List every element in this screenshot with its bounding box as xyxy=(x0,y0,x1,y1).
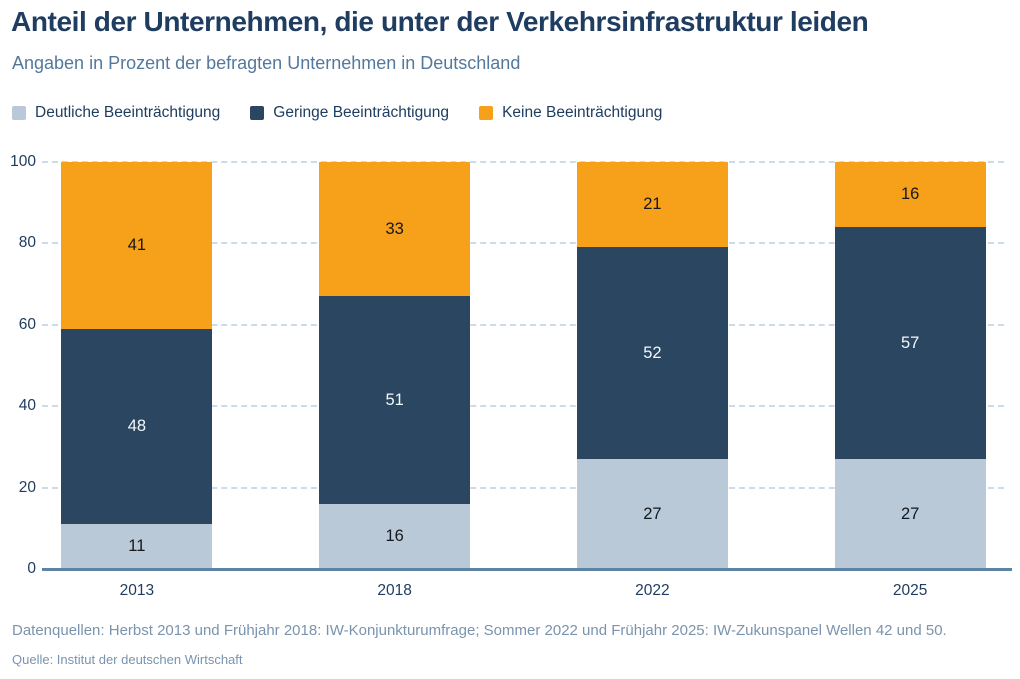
gridline xyxy=(42,405,1004,408)
bar-segment: 52 xyxy=(576,247,728,460)
bar-segment: 41 xyxy=(61,162,213,329)
bar-segment: 21 xyxy=(576,162,728,248)
chart-title: Anteil der Unternehmen, die unter der Ve… xyxy=(11,6,869,37)
bar-segment: 51 xyxy=(319,296,471,504)
gridline xyxy=(42,486,1004,489)
legend-item: Geringe Beeinträchtigung xyxy=(250,104,449,122)
legend-item-label: Deutliche Beeinträchtigung xyxy=(35,104,221,121)
y-axis-tick-label: 80 xyxy=(18,234,36,252)
gridline xyxy=(42,161,1004,163)
bar-segment: 16 xyxy=(834,162,986,228)
y-axis-tick-label: 60 xyxy=(18,315,36,333)
legend: Deutliche Beeinträchtigung Geringe Beeint… xyxy=(12,104,662,122)
bar-value-label: 51 xyxy=(385,390,404,409)
x-axis-category-label: 2022 xyxy=(635,582,670,599)
x-axis-category-label: 2018 xyxy=(377,582,412,599)
bar-value-label: 11 xyxy=(128,537,146,556)
gridline xyxy=(42,242,1004,245)
bar-value-label: 57 xyxy=(900,333,920,352)
bar-value-label: 27 xyxy=(900,504,920,523)
bar-segment: 27 xyxy=(576,459,728,569)
legend-color-swatch xyxy=(12,106,26,120)
bar-segment: 27 xyxy=(834,459,986,569)
bar-value-label: 27 xyxy=(643,504,662,523)
y-axis-tick-label: 20 xyxy=(18,478,36,496)
bar-segment: 48 xyxy=(61,328,213,525)
legend-item: Deutliche Beeinträchtigung xyxy=(12,104,220,122)
x-axis-line xyxy=(42,568,1012,571)
y-axis-tick-label: 100 xyxy=(10,153,36,170)
bar-segment: 16 xyxy=(319,503,471,569)
bar-value-label: 16 xyxy=(900,185,920,204)
bar-segment: 33 xyxy=(319,162,471,297)
legend-color-swatch xyxy=(250,106,265,120)
bar-value-label: 41 xyxy=(127,236,147,255)
data-sources-note: Datenquellen: Herbst 2013 und Frühjahr 2… xyxy=(12,622,947,639)
bar-value-label: 33 xyxy=(385,219,404,238)
y-axis-tick-label: 0 xyxy=(27,560,36,577)
bar-value-label: 21 xyxy=(643,195,662,214)
legend-item-label: Geringe Beeinträchtigung xyxy=(273,104,450,121)
x-axis-category-label: 2025 xyxy=(892,582,928,599)
bar-segment: 57 xyxy=(834,227,986,460)
bar-value-label: 48 xyxy=(127,417,147,436)
legend-item: Keine Beeinträchtigung xyxy=(479,104,662,122)
bar-value-label: 52 xyxy=(643,344,662,363)
y-axis-tick-label: 40 xyxy=(18,397,36,415)
gridline xyxy=(42,323,1004,326)
legend-color-swatch xyxy=(479,106,494,120)
x-axis-category-label: 2013 xyxy=(119,582,155,599)
legend-item-label: Keine Beeinträchtigung xyxy=(502,104,663,121)
chart-subtitle: Angaben in Prozent der befragten Unterne… xyxy=(12,53,521,73)
bar-value-label: 16 xyxy=(385,527,404,546)
source-note: Quelle: Institut der deutschen Wirtschaf… xyxy=(12,652,243,667)
bar-segment: 11 xyxy=(61,524,213,569)
